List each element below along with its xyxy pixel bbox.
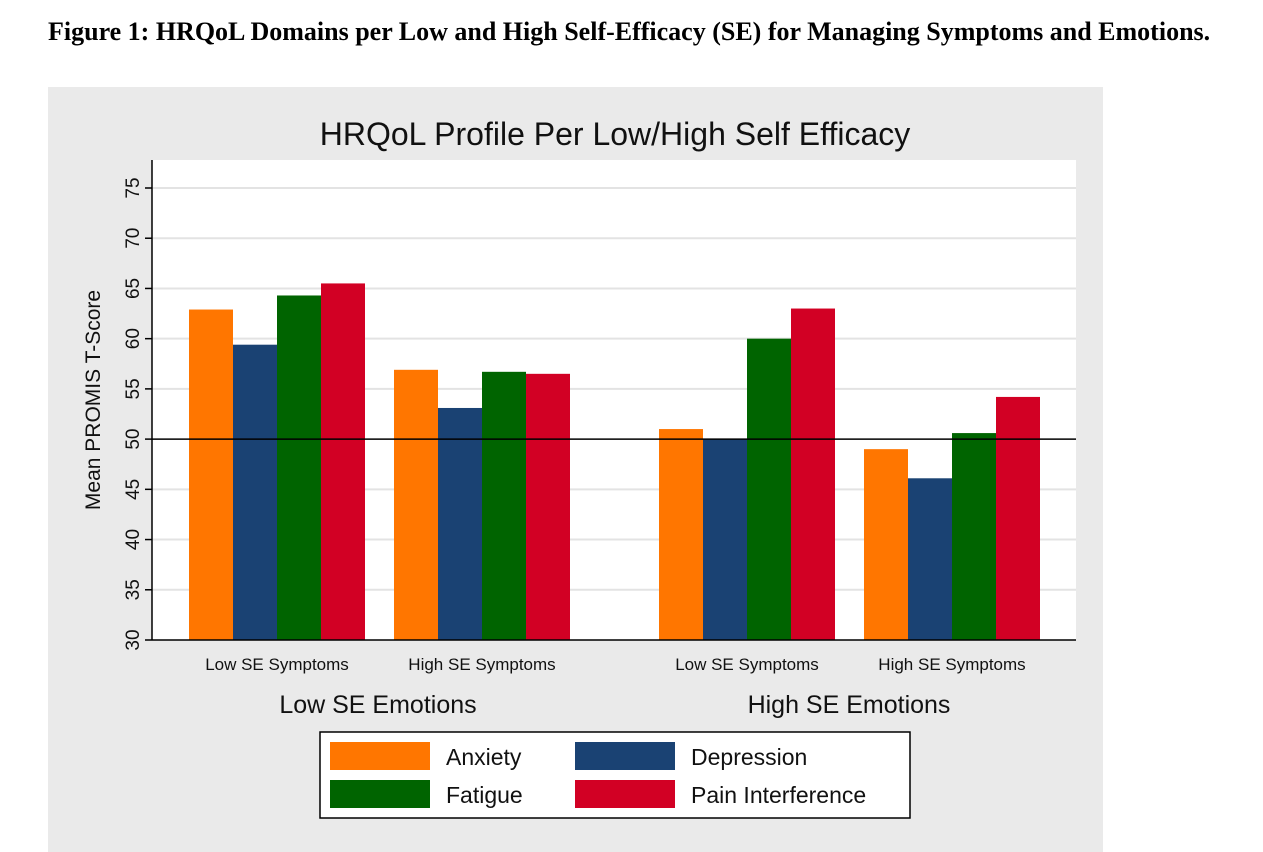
legend-label: Fatigue <box>446 782 523 808</box>
legend-label: Pain Interference <box>691 782 866 808</box>
legend-swatch <box>575 742 675 770</box>
outer-group-label: Low SE Emotions <box>279 691 476 719</box>
chart-title: HRQoL Profile Per Low/High Self Efficacy <box>320 116 910 152</box>
y-tick-label: 75 <box>123 177 144 198</box>
bar-anxiety <box>394 369 438 640</box>
y-tick-label: 45 <box>123 479 144 500</box>
x-tick-label: High SE Symptoms <box>878 655 1025 674</box>
bar-depression <box>233 344 277 640</box>
bar-depression <box>703 439 747 640</box>
legend-swatch <box>330 742 430 770</box>
legend-swatch <box>575 780 675 808</box>
y-tick-label: 50 <box>123 429 144 450</box>
y-tick-label: 35 <box>123 579 144 600</box>
y-tick-label: 60 <box>123 328 144 349</box>
bar-fatigue <box>952 433 996 640</box>
bar-pain-interference <box>996 396 1040 640</box>
y-tick-label: 55 <box>123 378 144 399</box>
x-tick-label: Low SE Symptoms <box>205 655 349 674</box>
legend-label: Anxiety <box>446 744 522 770</box>
bar-depression <box>438 407 482 640</box>
bar-anxiety <box>659 429 703 640</box>
outer-group-label: High SE Emotions <box>748 691 951 719</box>
legend-swatch <box>330 780 430 808</box>
legend-label: Depression <box>691 744 807 770</box>
figure-caption: Figure 1: HRQoL Domains per Low and High… <box>48 17 1211 46</box>
x-tick-label: Low SE Symptoms <box>675 655 819 674</box>
y-tick-label: 65 <box>123 278 144 299</box>
y-tick-label: 30 <box>123 629 144 650</box>
bar-depression <box>908 478 952 640</box>
y-axis-label: Mean PROMIS T-Score <box>82 290 105 510</box>
bar-fatigue <box>747 338 791 640</box>
y-tick-label: 40 <box>123 529 144 550</box>
bar-pain-interference <box>526 373 570 640</box>
bar-anxiety <box>189 309 233 640</box>
x-tick-label: High SE Symptoms <box>408 655 555 674</box>
y-tick-label: 70 <box>123 228 144 249</box>
bar-fatigue <box>277 295 321 640</box>
bar-anxiety <box>864 449 908 640</box>
bar-pain-interference <box>791 308 835 640</box>
bar-fatigue <box>482 371 526 640</box>
bar-pain-interference <box>321 283 365 640</box>
